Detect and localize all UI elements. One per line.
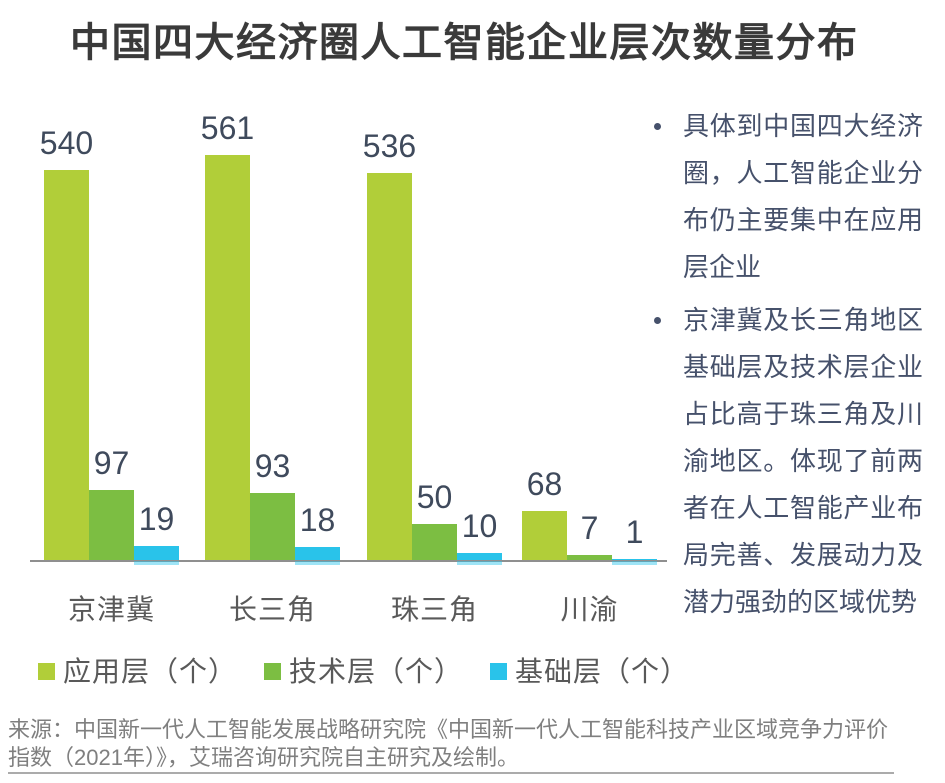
category-label-长三角: 长三角 bbox=[228, 594, 316, 625]
source-note: 来源：中国新一代人工智能发展战略研究院《中国新一代人工智能科技产业区域竞争力评价… bbox=[8, 717, 889, 770]
value-label-京津冀-series1: 540 bbox=[39, 125, 94, 161]
bar-京津冀-series1 bbox=[44, 170, 89, 560]
legend-item-2: 技术层（个） bbox=[264, 650, 463, 690]
category-label-川渝: 川渝 bbox=[560, 594, 619, 625]
insight-notes: 具体到中国四大经济圈，人工智能企业分布仍主要集中在应用层企业 京津冀及长三角地区… bbox=[645, 103, 925, 632]
value-label-珠三角-series1: 536 bbox=[362, 128, 417, 164]
bar-reflection bbox=[457, 561, 502, 565]
bar-chart-plot: 540 97 19 京津冀 561 93 18 长三角 536 50 10 珠三角 68 7 1 川渝 bbox=[0, 100, 680, 625]
legend-item-1: 应用层（个） bbox=[38, 650, 237, 690]
page-title: 中国四大经济圈人工智能企业层次数量分布 bbox=[70, 21, 859, 65]
bottom-divider bbox=[8, 772, 894, 774]
category-label-珠三角: 珠三角 bbox=[390, 594, 478, 625]
bar-长三角-series3 bbox=[295, 547, 340, 560]
insight-bullet-2: 京津冀及长三角地区基础层及技术层企业占比高于珠三角及川渝地区。体现了前两者在人工… bbox=[645, 297, 923, 626]
bullet-icon bbox=[654, 317, 661, 324]
bar-川渝-series2 bbox=[567, 555, 612, 560]
bar-长三角-series2 bbox=[250, 493, 295, 560]
bar-京津冀-series2 bbox=[89, 490, 134, 560]
value-label-京津冀-series2: 97 bbox=[93, 445, 130, 481]
insight-bullet-1: 具体到中国四大经济圈，人工智能企业分布仍主要集中在应用层企业 bbox=[645, 103, 923, 291]
legend-label: 应用层（个） bbox=[63, 656, 238, 687]
insight-bullet-2-text: 京津冀及长三角地区基础层及技术层企业占比高于珠三角及川渝地区。体现了前两者在人工… bbox=[683, 305, 923, 617]
bar-reflection bbox=[295, 561, 340, 565]
bar-珠三角-series3 bbox=[457, 553, 502, 560]
value-label-长三角-series1: 561 bbox=[200, 110, 255, 146]
legend-label: 基础层（个） bbox=[515, 656, 690, 687]
value-label-长三角-series3: 18 bbox=[299, 502, 336, 538]
legend-swatch-icon bbox=[490, 662, 508, 680]
bar-reflection bbox=[612, 561, 657, 565]
value-label-珠三角-series2: 50 bbox=[416, 479, 453, 515]
x-axis-line bbox=[30, 560, 667, 562]
bar-珠三角-series1 bbox=[367, 173, 412, 560]
insight-bullet-list: 具体到中国四大经济圈，人工智能企业分布仍主要集中在应用层企业 京津冀及长三角地区… bbox=[645, 103, 925, 626]
value-label-川渝-series1: 68 bbox=[526, 466, 563, 502]
value-label-长三角-series2: 93 bbox=[254, 448, 291, 484]
bullet-icon bbox=[654, 123, 661, 130]
insight-bullet-1-text: 具体到中国四大经济圈，人工智能企业分布仍主要集中在应用层企业 bbox=[683, 111, 923, 282]
bar-珠三角-series2 bbox=[412, 524, 457, 560]
legend-swatch-icon bbox=[38, 662, 55, 680]
bar-长三角-series1 bbox=[205, 155, 250, 560]
bar-reflection bbox=[134, 561, 179, 565]
legend-swatch-icon bbox=[264, 662, 282, 680]
value-label-川渝-series2: 7 bbox=[580, 510, 599, 546]
bar-川渝-series1 bbox=[522, 511, 567, 560]
legend-item-3: 基础层（个） bbox=[490, 650, 689, 690]
value-label-珠三角-series3: 10 bbox=[461, 508, 498, 544]
legend-label: 技术层（个） bbox=[289, 656, 464, 687]
value-label-川渝-series3: 1 bbox=[625, 514, 644, 550]
category-label-京津冀: 京津冀 bbox=[67, 594, 155, 625]
chart-legend: 应用层（个） 技术层（个） 基础层（个） bbox=[38, 650, 689, 690]
value-label-京津冀-series3: 19 bbox=[138, 501, 175, 537]
bar-京津冀-series3 bbox=[134, 546, 179, 560]
bar-川渝-series3 bbox=[612, 559, 657, 560]
